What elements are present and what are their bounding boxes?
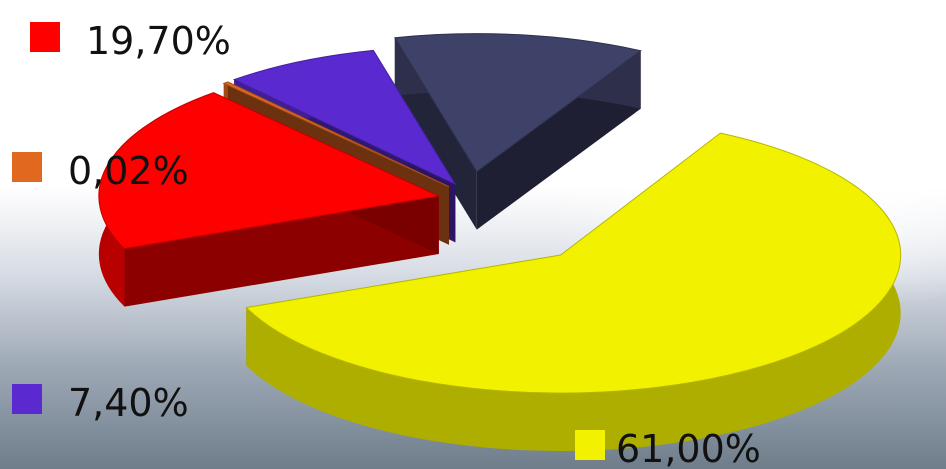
pie-slice-top <box>222 81 450 188</box>
legend-swatch <box>30 22 60 52</box>
legend-item-7-40: 7,40% <box>12 381 189 425</box>
legend-label: 19,70% <box>86 19 231 63</box>
legend-label: 61,00% <box>616 427 761 469</box>
pie-3d <box>98 33 902 452</box>
pie-slice-61-00 <box>245 132 902 452</box>
legend-item-19-70: 19,70% <box>30 19 231 63</box>
legend-item-61-00: 61,00% <box>575 427 761 469</box>
pie-slice-side <box>124 196 439 307</box>
pie-slice-top <box>245 132 902 394</box>
pie-slice-top <box>232 49 457 186</box>
pie-slice-top <box>98 92 441 250</box>
legend: 19,70% 0,02% 7,40% 61,00% <box>12 19 761 469</box>
legend-swatch <box>12 384 42 414</box>
legend-item-0-02: 0,02% <box>12 149 189 193</box>
pie-slice-top <box>393 33 642 173</box>
legend-label: 7,40% <box>68 381 189 425</box>
legend-swatch <box>575 430 605 460</box>
legend-swatch <box>12 152 42 182</box>
legend-label: 0,02% <box>68 149 189 193</box>
pie-slice-unlabeled <box>393 33 642 230</box>
pie-slice-19-70 <box>98 92 441 307</box>
